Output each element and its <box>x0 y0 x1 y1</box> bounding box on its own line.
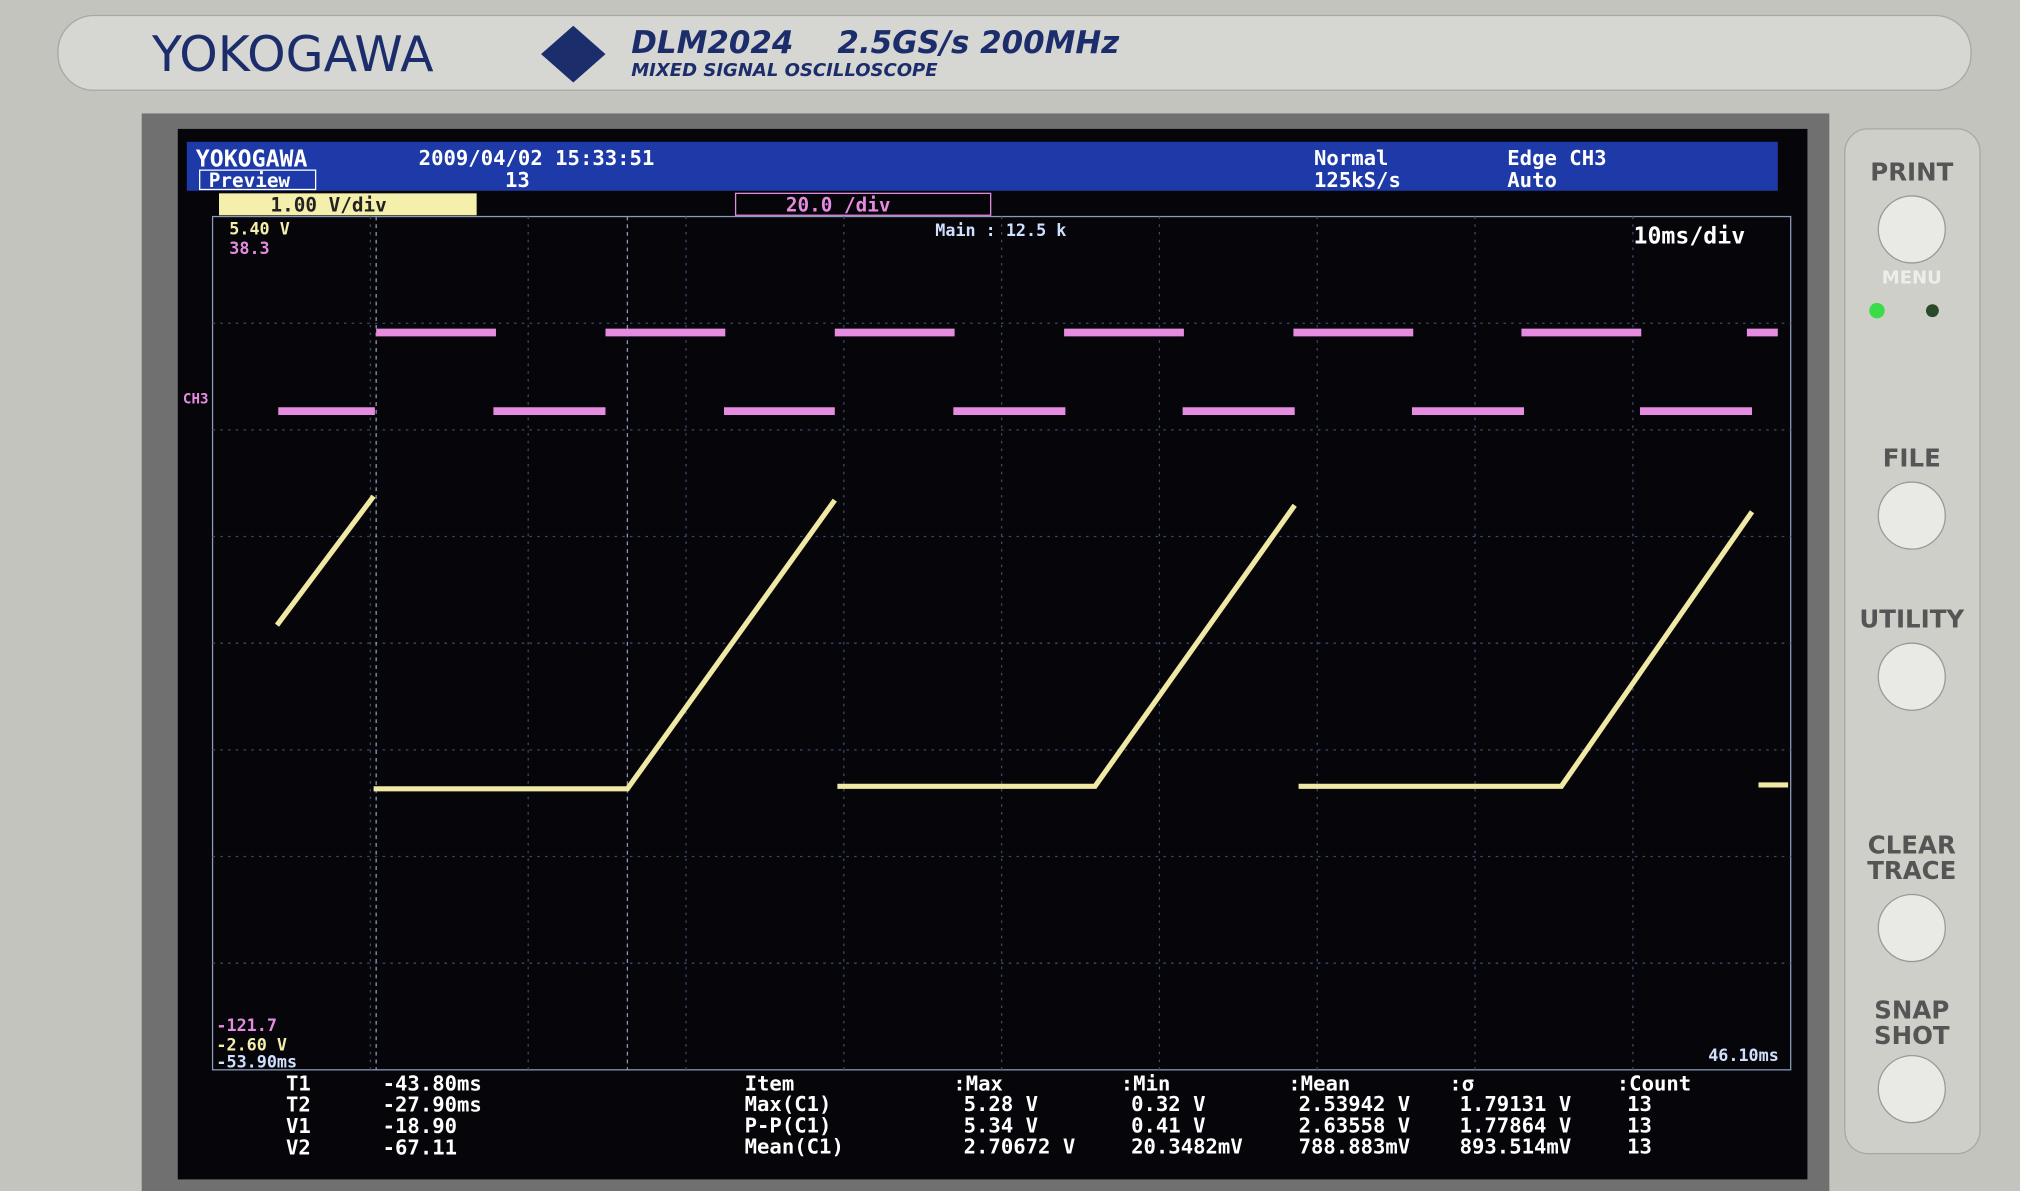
right-time: 46.10ms <box>1708 1045 1779 1065</box>
meas-cell: 20.3482mV <box>1131 1135 1243 1159</box>
ch3-scale: 20.0 /div <box>786 193 891 216</box>
ch1-trace <box>274 494 1789 792</box>
button-label: PRINT <box>1870 157 1953 186</box>
ch1-box <box>219 193 477 216</box>
button[interactable] <box>1877 642 1946 711</box>
cursor-value: -27.90ms <box>383 1093 482 1117</box>
trigger-auto: Auto <box>1507 168 1557 192</box>
button[interactable] <box>1877 195 1946 264</box>
button-label: FILE <box>1883 444 1941 473</box>
header-bar <box>186 141 1778 191</box>
ch3-bottom: -121.7 <box>216 1015 276 1035</box>
cursor-value: -18.90 <box>383 1114 457 1138</box>
cursor-label: T1 <box>286 1071 311 1095</box>
led <box>1925 304 1939 318</box>
button-label: CLEAR TRACE <box>1867 830 1956 885</box>
button-panel <box>1844 128 1981 1155</box>
meas-cell: 5.34 V <box>964 1113 1038 1137</box>
meas-header: :σ <box>1449 1071 1474 1095</box>
brand-band <box>57 14 1972 91</box>
meas-header: Item <box>745 1071 795 1095</box>
trigger: Edge CH3 <box>1507 146 1606 170</box>
meas-cell: 2.63558 V <box>1299 1113 1411 1137</box>
measurements: T1 -43.80ms T2 -27.90ms V1 -18.90 V2 -67.11 Item… <box>286 1071 1691 1159</box>
subtitle: MIXED SIGNAL OSCILLOSCOPE <box>631 60 938 81</box>
ch3-top: 38.3 <box>229 238 269 258</box>
graticule <box>212 216 1791 1070</box>
grid-labels: 5.40 V 38.3 Main : 12.5 k 10ms/div CH3 -… <box>183 219 1779 1072</box>
acq-count: 13 <box>505 168 530 192</box>
button[interactable] <box>1877 1055 1946 1124</box>
meas-cell: 2.53942 V <box>1299 1092 1411 1116</box>
meas-cell: Max(C1) <box>745 1092 832 1116</box>
meas-cell: 1.77864 V <box>1460 1113 1572 1137</box>
cursor-label: T2 <box>286 1093 311 1117</box>
meas-header: :Min <box>1121 1071 1171 1095</box>
meas-cell: 0.41 V <box>1131 1113 1205 1137</box>
side-panel: PRINT MENU FILE UTILITY CLEAR TRACE SNAP SHOT <box>1844 128 1981 1155</box>
meas-header: :Count <box>1617 1071 1691 1095</box>
meas-header: :Max <box>953 1071 1003 1095</box>
meas-cell: 893.514mV <box>1460 1135 1572 1159</box>
meas-cell: 5.28 V <box>964 1092 1038 1116</box>
meas-cell: 13 <box>1627 1092 1652 1116</box>
meas-cell: 13 <box>1627 1113 1652 1137</box>
cursor-label: V1 <box>286 1114 311 1138</box>
cursor-value: -43.80ms <box>383 1071 482 1095</box>
meas-cell: 1.79131 V <box>1460 1092 1572 1116</box>
header: YOKOGAWA Preview 2009/04/02 15:33:51 13 … <box>196 145 1607 192</box>
spec: 2.5GS/s 200MHz <box>837 25 1120 61</box>
meas-cell: Mean(C1) <box>745 1135 844 1159</box>
mode: Preview <box>209 169 291 192</box>
meas-cell: 788.883mV <box>1299 1135 1411 1159</box>
model: DLM2024 <box>631 25 793 61</box>
button[interactable] <box>1877 893 1946 963</box>
trigger-mode: Normal <box>1314 146 1388 170</box>
meas-cell: P-P(C1) <box>745 1113 832 1137</box>
screen <box>177 128 1808 1180</box>
meas-cell: 0.32 V <box>1131 1092 1205 1116</box>
ch3-box <box>734 192 992 216</box>
mode-box <box>199 169 317 191</box>
led <box>1869 302 1885 319</box>
meas-cell: 2.70672 V <box>964 1135 1076 1159</box>
button-label: MENU <box>1882 268 1942 289</box>
brand: YOKOGAWA <box>151 26 434 83</box>
sample-rate: 125kS/s <box>1314 168 1401 192</box>
button-label: UTILITY <box>1859 605 1964 634</box>
meas-header: :Mean <box>1288 1071 1350 1095</box>
cursor-label: V2 <box>286 1135 311 1159</box>
ch3-trace <box>278 328 1778 416</box>
button[interactable] <box>1877 481 1946 550</box>
ch1-top: 5.40 V <box>229 219 289 239</box>
meas-cell: 13 <box>1627 1135 1652 1159</box>
button-label: SNAP SHOT <box>1874 995 1950 1050</box>
ch3-marker: CH3 <box>183 391 209 407</box>
timebase: 10ms/div <box>1634 223 1746 250</box>
main: Main : 12.5 k <box>935 220 1066 240</box>
brand-logo <box>541 25 606 83</box>
datetime: 2009/04/02 15:33:51 <box>419 146 655 170</box>
left-time: -53.90ms <box>216 1051 297 1071</box>
cursor-value: -67.11 <box>383 1135 457 1159</box>
ch1-bottom: -2.60 V <box>216 1034 287 1054</box>
ch1-scale: 1.00 V/div <box>271 193 387 216</box>
screen-brand: YOKOGAWA <box>196 145 308 172</box>
